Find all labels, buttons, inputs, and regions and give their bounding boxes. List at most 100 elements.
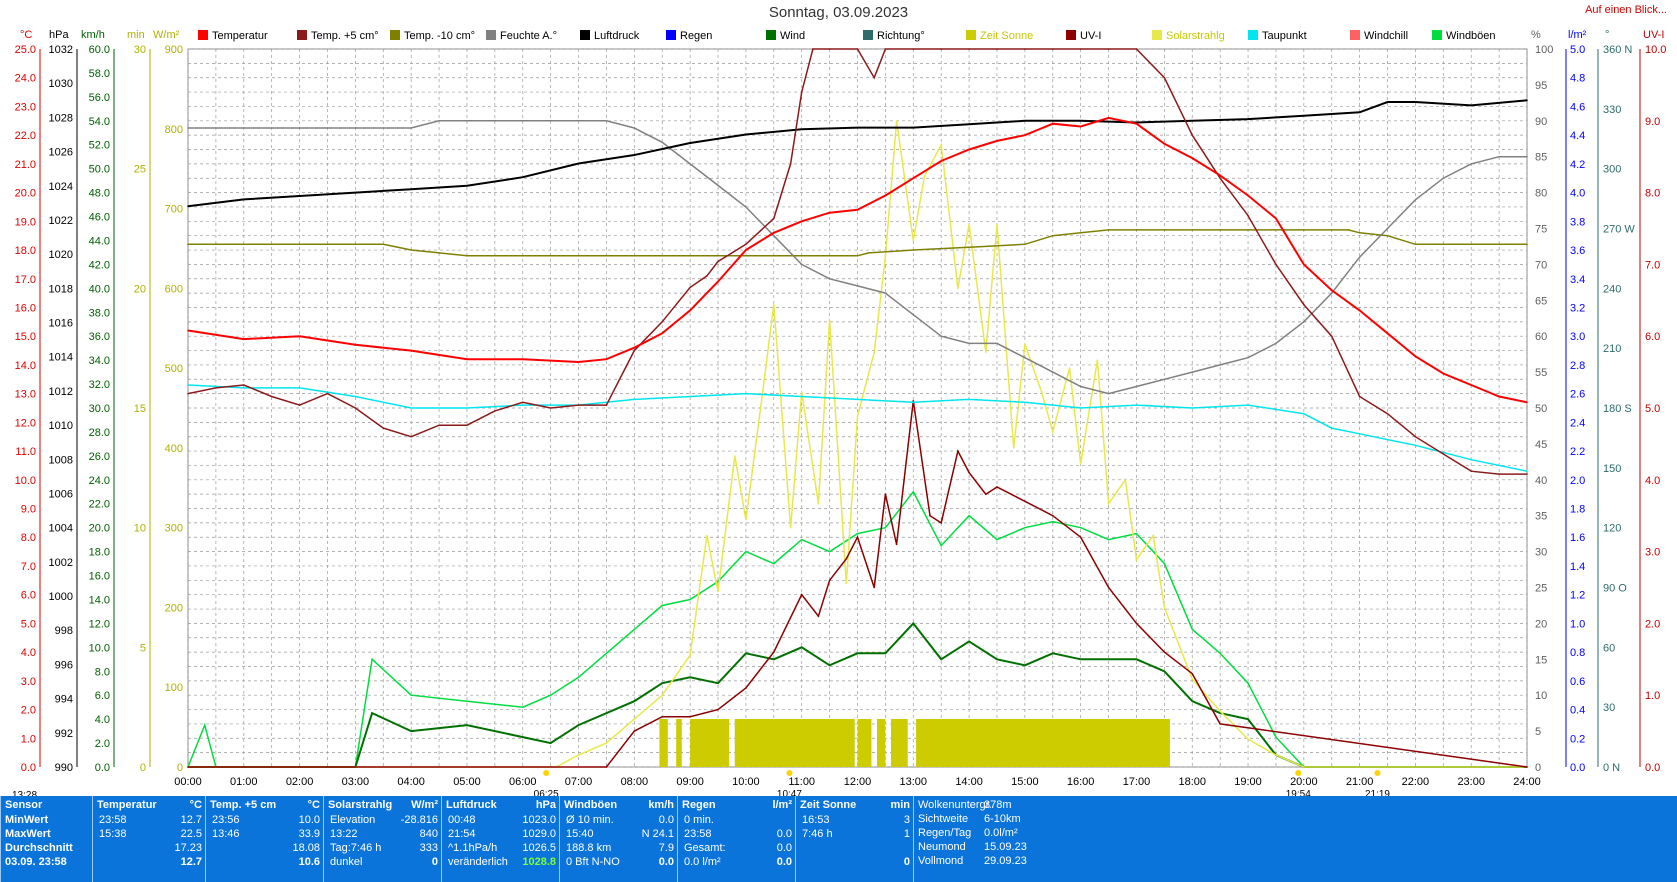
tick-label: 1.4 [1570, 561, 1585, 573]
data-point [828, 550, 831, 553]
tick-label: 1.2 [1570, 590, 1585, 602]
legend-swatch [666, 30, 676, 40]
panel-cell-label: 15:40 [566, 828, 594, 840]
data-point [1303, 263, 1305, 266]
tick-label: 400 [165, 443, 183, 455]
tick-label: 1016 [49, 318, 73, 330]
data-point [633, 254, 636, 257]
tick-label: 3.0 [1570, 331, 1585, 343]
panel-column-zeitsonne: Zeit Sonne min 16:53 3 7:46 h 1 0 [795, 796, 914, 882]
data-point [549, 694, 552, 696]
data-point [884, 292, 887, 294]
panel-unit: °C [307, 799, 320, 811]
tick-label: 3.8 [1570, 216, 1585, 228]
data-point [884, 493, 887, 495]
tick-label: 330 [1603, 104, 1621, 116]
data-point [884, 652, 887, 655]
tick-label: 11:00 [788, 776, 815, 788]
data-point [382, 427, 385, 429]
data-point [1024, 664, 1026, 667]
data-point [873, 586, 876, 589]
tick-label: 14.0 [89, 594, 110, 606]
data-point [1096, 359, 1099, 361]
data-point [968, 246, 970, 248]
tick-label: 40 [1535, 475, 1547, 487]
data-point [298, 127, 301, 129]
tick-label: 22.0 [89, 499, 110, 511]
series-line [188, 621, 1527, 768]
panel-cell-value: 1023.0 [522, 814, 556, 826]
tick-label: 20.0 [15, 188, 36, 200]
info-label: Wolkenuntergr. [918, 799, 992, 811]
tick-label: 11.0 [15, 446, 36, 458]
axis-header: UV-I [1643, 29, 1664, 41]
tick-label: 5 [1535, 726, 1541, 738]
data-point [856, 126, 859, 129]
data-point [1526, 766, 1528, 768]
tick-label: 1028 [49, 112, 73, 124]
tick-label: 4.8 [1570, 73, 1585, 85]
data-point [940, 335, 942, 338]
tick-label: 19.0 [15, 216, 36, 228]
tick-label: 22.0 [15, 130, 36, 142]
data-point [494, 410, 496, 412]
data-point [577, 404, 580, 406]
panel-cell-value: 0.0 [776, 842, 792, 854]
tick-label: 6.0 [95, 690, 110, 702]
panel-unit: min [890, 799, 910, 811]
tick-label: 18.0 [15, 245, 36, 257]
tick-label: 58.0 [89, 68, 110, 80]
data-point [1163, 562, 1166, 565]
legend-swatch [1248, 30, 1258, 40]
panel-unit: hPa [535, 799, 556, 811]
tick-label: 44.0 [89, 235, 110, 247]
tick-label: 23:00 [1457, 776, 1485, 788]
overview-link[interactable]: Auf einen Blick... [1585, 4, 1667, 16]
data-point [1330, 427, 1333, 429]
tick-label: 50.0 [89, 164, 110, 176]
data-point [1191, 628, 1194, 631]
data-point [985, 493, 987, 495]
tick-label: 2.6 [1570, 389, 1585, 401]
data-point [187, 392, 189, 395]
data-point [438, 424, 440, 427]
data-point [856, 398, 859, 401]
tick-label: 24:00 [1513, 776, 1541, 788]
tick-label: 18:00 [1178, 776, 1206, 788]
data-point [745, 249, 747, 251]
panel-cell-value: 18.08 [292, 842, 320, 854]
data-point [817, 502, 820, 505]
panel-cell-value: 0 [431, 856, 438, 868]
data-point [1051, 371, 1054, 373]
tick-label: 85 [1535, 152, 1547, 164]
data-point [1079, 407, 1082, 409]
panel-cell-label: 13:22 [330, 828, 358, 840]
sun-bar [916, 719, 1170, 767]
time-marker [1295, 770, 1302, 776]
data-point [1219, 174, 1221, 177]
tick-label: 1024 [49, 181, 73, 193]
data-point [1358, 433, 1361, 435]
panel-cell-value: 1026.5 [522, 842, 556, 854]
legend-label: Luftdruck [594, 30, 640, 42]
data-point [354, 127, 357, 129]
tick-label: 0.0 [95, 762, 110, 774]
data-point [577, 754, 580, 756]
data-point [410, 249, 412, 251]
tick-label: 32.0 [89, 379, 110, 391]
series-line [187, 384, 1528, 472]
data-point [577, 254, 580, 257]
legend-swatch [1066, 30, 1076, 40]
data-point [410, 407, 412, 409]
legend-item: Temp. -10 cm° [390, 30, 475, 42]
panel-header: Temp. +5 cm [210, 799, 277, 811]
data-point [856, 536, 859, 539]
data-point [1247, 738, 1249, 740]
info-value: 0.0l/m² [984, 827, 1018, 839]
panel-header: Solarstrahlg [328, 799, 393, 811]
panel-cell-label: 15:38 [99, 828, 127, 840]
tick-label: 180 S [1603, 403, 1632, 415]
data-point [856, 209, 859, 211]
data-point [326, 392, 329, 395]
data-point [912, 401, 915, 404]
